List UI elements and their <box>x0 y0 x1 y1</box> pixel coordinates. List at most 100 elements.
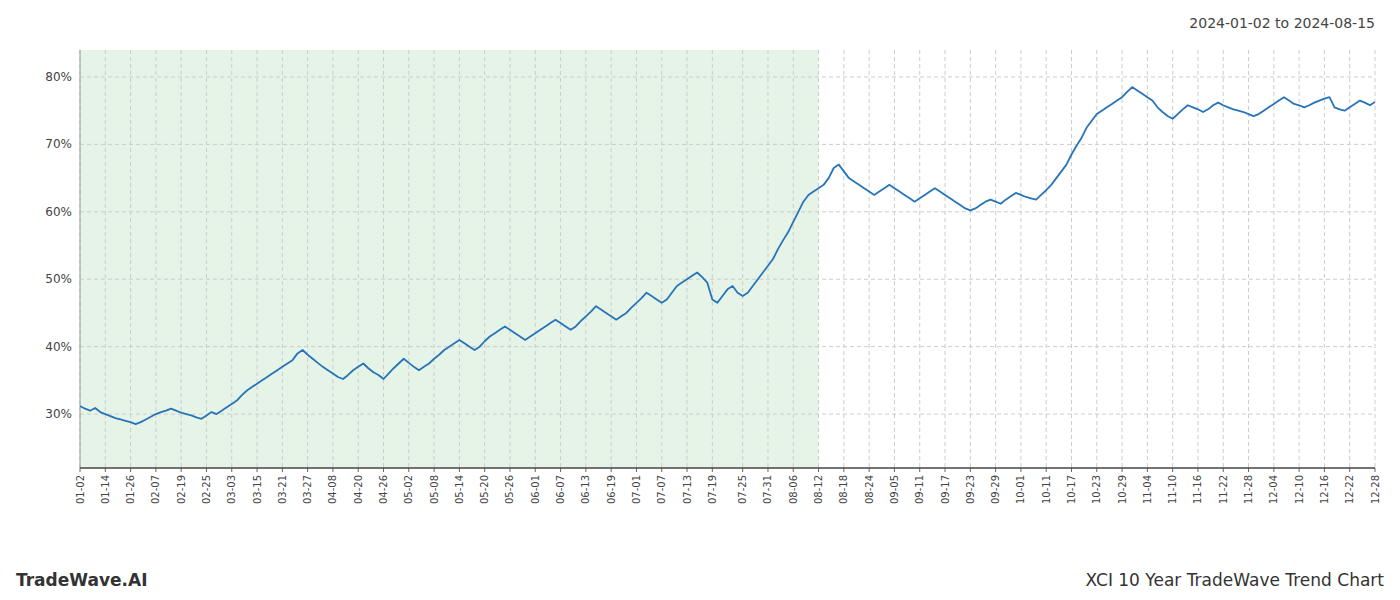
x-tick-label: 06-07 <box>555 475 566 504</box>
x-tick-label: 09-11 <box>914 475 925 504</box>
x-grid-line <box>1375 50 1376 468</box>
x-tick-label: 05-26 <box>504 475 515 504</box>
x-grid-line <box>995 50 996 468</box>
x-grid-line <box>585 50 586 468</box>
x-tick-label: 07-31 <box>762 475 773 504</box>
y-tick-label: 60% <box>45 205 72 219</box>
x-tick-label: 07-07 <box>656 475 667 504</box>
x-tick-label: 10-01 <box>1015 475 1026 504</box>
y-grid-line <box>80 76 1375 77</box>
x-grid-line <box>206 50 207 468</box>
x-grid-line <box>358 50 359 468</box>
x-grid-line <box>257 50 258 468</box>
x-tick-label: 07-25 <box>737 475 748 504</box>
footer-left: TradeWave.AI <box>16 570 147 590</box>
x-tick-label: 10-23 <box>1091 475 1102 504</box>
x-tick-label: 12-28 <box>1370 475 1381 504</box>
x-tick-label: 07-01 <box>631 475 642 504</box>
x-tick-label: 12-16 <box>1319 475 1330 504</box>
x-tick-label: 09-05 <box>889 475 900 504</box>
x-grid-line <box>894 50 895 468</box>
y-grid-line <box>80 414 1375 415</box>
x-tick-label: 08-18 <box>838 475 849 504</box>
x-grid-line <box>155 50 156 468</box>
x-grid-line <box>307 50 308 468</box>
x-tick-label: 04-20 <box>353 475 364 504</box>
x-tick-label: 03-27 <box>302 475 313 504</box>
y-grid-line <box>80 144 1375 145</box>
x-grid-line <box>231 50 232 468</box>
x-grid-line <box>767 50 768 468</box>
x-grid-line <box>1020 50 1021 468</box>
x-tick-label: 06-01 <box>530 475 541 504</box>
x-grid-line <box>661 50 662 468</box>
x-tick-label: 08-06 <box>788 475 799 504</box>
x-tick-label: 09-29 <box>990 475 1001 504</box>
x-tick-label: 11-10 <box>1167 475 1178 504</box>
x-grid-line <box>1248 50 1249 468</box>
x-axis-line <box>80 467 1375 469</box>
x-grid-line <box>1122 50 1123 468</box>
x-tick-label: 10-29 <box>1117 475 1128 504</box>
x-grid-line <box>332 50 333 468</box>
x-tick-label: 05-02 <box>403 475 414 504</box>
x-tick-label: 10-17 <box>1066 475 1077 504</box>
x-tick-label: 11-04 <box>1142 475 1153 504</box>
x-tick-label: 01-14 <box>100 475 111 504</box>
x-tick-label: 03-15 <box>252 475 263 504</box>
x-grid-line <box>945 50 946 468</box>
x-tick-label: 06-13 <box>580 475 591 504</box>
x-tick-label: 03-03 <box>226 475 237 504</box>
x-tick-label: 11-16 <box>1192 475 1203 504</box>
x-grid-line <box>181 50 182 468</box>
x-tick-label: 05-20 <box>479 475 490 504</box>
y-tick-label: 70% <box>45 137 72 151</box>
x-grid-line <box>459 50 460 468</box>
x-tick-label: 12-22 <box>1344 475 1355 504</box>
y-tick-label: 30% <box>45 407 72 421</box>
y-tick-label: 40% <box>45 340 72 354</box>
x-grid-line <box>818 50 819 468</box>
x-tick-label: 06-19 <box>606 475 617 504</box>
x-tick-label: 01-26 <box>125 475 136 504</box>
x-grid-line <box>869 50 870 468</box>
title: 2024-01-02 to 2024-08-15 <box>1189 15 1375 31</box>
x-grid-line <box>1096 50 1097 468</box>
x-tick-label: 05-14 <box>454 475 465 504</box>
x-grid-line <box>1071 50 1072 468</box>
x-grid-line <box>80 50 81 468</box>
x-grid-line <box>1223 50 1224 468</box>
x-grid-line <box>970 50 971 468</box>
x-tick-label: 02-25 <box>201 475 212 504</box>
x-grid-line <box>843 50 844 468</box>
data-line <box>80 87 1375 424</box>
shaded-range <box>80 50 819 468</box>
footer-right: XCI 10 Year TradeWave Trend Chart <box>1086 570 1385 590</box>
x-grid-line <box>1172 50 1173 468</box>
x-grid-line <box>282 50 283 468</box>
x-grid-line <box>484 50 485 468</box>
x-tick-label: 04-08 <box>327 475 338 504</box>
x-tick-label: 04-26 <box>378 475 389 504</box>
x-grid-line <box>1349 50 1350 468</box>
x-tick-label: 05-08 <box>429 475 440 504</box>
x-grid-line <box>712 50 713 468</box>
x-tick-label: 03-21 <box>277 475 288 504</box>
x-grid-line <box>105 50 106 468</box>
x-tick-label: 08-12 <box>813 475 824 504</box>
x-grid-line <box>793 50 794 468</box>
grid <box>80 50 1375 468</box>
plot-area <box>80 87 1375 424</box>
x-grid-line <box>130 50 131 468</box>
x-tick-label: 09-17 <box>940 475 951 504</box>
x-grid-line <box>742 50 743 468</box>
x-grid-line <box>1046 50 1047 468</box>
y-grid-line <box>80 346 1375 347</box>
x-tick-label: 12-10 <box>1294 475 1305 504</box>
x-tick-label: 12-04 <box>1268 475 1279 504</box>
x-grid-line <box>611 50 612 468</box>
y-grid-line <box>80 211 1375 212</box>
x-tick-label: 09-23 <box>965 475 976 504</box>
x-grid-line <box>1273 50 1274 468</box>
x-tick-label: 07-13 <box>682 475 693 504</box>
